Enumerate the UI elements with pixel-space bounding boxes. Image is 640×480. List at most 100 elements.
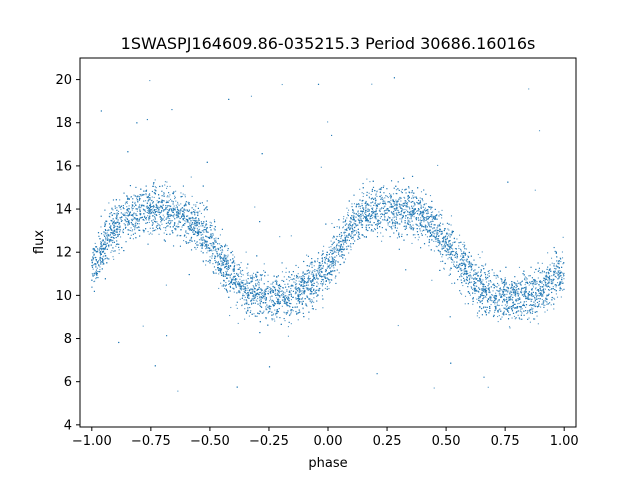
data-point: [162, 192, 165, 194]
data-point: [508, 311, 510, 314]
data-point: [215, 256, 217, 258]
data-point: [405, 200, 407, 202]
data-point: [298, 288, 300, 290]
data-point: [357, 218, 359, 220]
data-point: [503, 307, 505, 309]
data-point: [166, 200, 168, 202]
data-point: [459, 259, 461, 261]
data-point: [292, 310, 294, 312]
data-point: [203, 229, 205, 231]
data-point: [541, 295, 543, 297]
data-point: [126, 201, 128, 203]
data-point: [412, 211, 414, 213]
data-point: [435, 215, 437, 217]
data-point: [484, 264, 486, 266]
data-point: [513, 315, 516, 318]
data-point: [114, 233, 117, 235]
data-point: [399, 218, 401, 220]
data-point: [359, 237, 361, 239]
data-point: [460, 267, 462, 269]
data-point: [277, 297, 279, 299]
data-point: [353, 203, 356, 205]
data-point: [349, 228, 352, 230]
data-point: [437, 226, 439, 228]
data-point: [386, 220, 388, 222]
data-point: [246, 267, 248, 269]
data-point: [412, 197, 414, 199]
data-point: [382, 235, 384, 237]
data-point: [256, 296, 258, 298]
data-point: [365, 201, 367, 203]
data-point: [314, 278, 316, 280]
data-point: [346, 227, 348, 230]
data-point: [541, 272, 543, 274]
data-point: [169, 218, 171, 220]
data-point: [513, 307, 515, 309]
data-point: [214, 241, 216, 243]
data-point: [433, 387, 435, 389]
data-point: [458, 234, 461, 236]
data-point: [554, 265, 556, 267]
data-point: [371, 213, 373, 215]
data-point: [480, 301, 482, 303]
data-point: [452, 263, 455, 265]
data-point: [509, 287, 511, 289]
data-point: [480, 270, 482, 272]
data-point: [225, 270, 227, 273]
data-point: [205, 242, 207, 244]
data-point: [235, 285, 237, 287]
data-point: [232, 254, 234, 256]
data-point: [441, 256, 443, 258]
data-point: [543, 304, 545, 306]
data-point: [183, 209, 185, 211]
data-point: [211, 236, 213, 238]
data-point: [498, 315, 500, 317]
data-point: [556, 272, 559, 274]
data-point: [485, 287, 488, 289]
data-point: [154, 186, 156, 188]
data-point: [390, 197, 392, 199]
data-point: [375, 216, 377, 219]
data-point: [471, 263, 473, 265]
data-point: [219, 234, 221, 236]
data-point: [393, 212, 395, 214]
data-point: [351, 232, 353, 234]
data-point: [155, 206, 157, 208]
data-point: [396, 237, 399, 239]
data-point: [101, 251, 103, 253]
data-point: [253, 313, 255, 315]
data-point: [306, 254, 308, 256]
data-point: [518, 302, 520, 304]
data-point: [280, 290, 282, 293]
data-point: [345, 246, 348, 248]
data-point: [259, 291, 262, 294]
data-point: [137, 220, 139, 222]
data-point: [357, 231, 359, 233]
data-point: [485, 292, 487, 294]
data-point: [199, 231, 201, 233]
data-point: [437, 233, 439, 235]
data-point: [126, 198, 129, 200]
data-point: [290, 290, 292, 292]
data-point: [413, 216, 415, 218]
data-point: [438, 244, 440, 246]
data-point: [463, 252, 466, 255]
data-point: [345, 236, 348, 238]
data-point: [407, 219, 409, 221]
data-point: [419, 230, 421, 232]
data-point: [475, 289, 477, 291]
data-point: [226, 257, 228, 259]
data-point: [108, 258, 110, 260]
data-point: [368, 196, 370, 198]
data-point: [420, 207, 422, 209]
data-point: [407, 196, 409, 198]
data-point: [483, 290, 485, 292]
data-point: [328, 265, 330, 267]
data-point: [336, 226, 338, 228]
data-point: [408, 187, 410, 189]
data-point: [132, 207, 134, 210]
data-point: [333, 267, 335, 269]
data-point: [179, 211, 181, 213]
data-point: [352, 236, 354, 238]
data-point: [360, 221, 362, 223]
